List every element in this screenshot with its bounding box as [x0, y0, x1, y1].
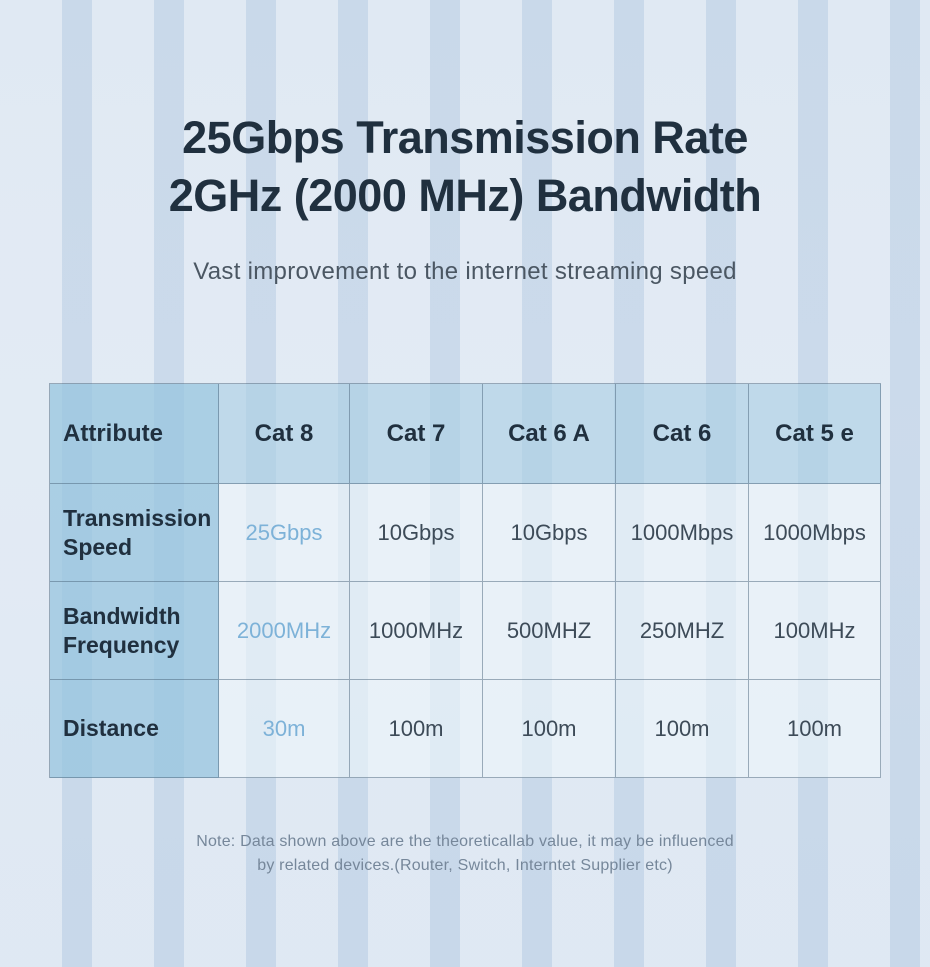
cell-transmission-speed-cat8: 25Gbps [219, 484, 350, 582]
column-header-cat5e: Cat 5 e [749, 384, 881, 484]
cell-distance-cat5e: 100m [749, 680, 881, 778]
row-label-distance: Distance [50, 680, 219, 778]
table-row-transmission-speed: Transmission Speed 25Gbps 10Gbps 10Gbps … [50, 484, 881, 582]
cell-transmission-speed-cat5e: 1000Mbps [749, 484, 881, 582]
cell-bandwidth-frequency-cat5e: 100MHz [749, 582, 881, 680]
cell-distance-cat8: 30m [219, 680, 350, 778]
page-title: 25Gbps Transmission Rate 2GHz (2000 MHz)… [0, 109, 930, 225]
page-title-line1: 25Gbps Transmission Rate [182, 112, 748, 163]
footnote: Note: Data shown above are the theoretic… [0, 830, 930, 878]
footnote-line1: Note: Data shown above are the theoretic… [196, 833, 734, 850]
table-row-bandwidth-frequency: Bandwidth Frequency 2000MHz 1000MHz 500M… [50, 582, 881, 680]
column-header-cat6: Cat 6 [616, 384, 749, 484]
cell-distance-cat6a: 100m [483, 680, 616, 778]
column-header-cat6a: Cat 6 A [483, 384, 616, 484]
page-title-line2: 2GHz (2000 MHz) Bandwidth [168, 170, 762, 221]
cell-bandwidth-frequency-cat6: 250MHZ [616, 582, 749, 680]
row-label-bandwidth-frequency: Bandwidth Frequency [50, 582, 219, 680]
cell-distance-cat7: 100m [350, 680, 483, 778]
cell-transmission-speed-cat7: 10Gbps [350, 484, 483, 582]
page-subtitle: Vast improvement to the internet streami… [193, 258, 737, 285]
table-row-distance: Distance 30m 100m 100m 100m 100m [50, 680, 881, 778]
column-header-attribute: Attribute [50, 384, 219, 484]
cell-transmission-speed-cat6a: 10Gbps [483, 484, 616, 582]
comparison-table: Attribute Cat 8 Cat 7 Cat 6 A Cat 6 Cat … [49, 383, 881, 778]
cell-bandwidth-frequency-cat7: 1000MHz [350, 582, 483, 680]
footnote-line2: by related devices.(Router, Switch, Inte… [257, 857, 673, 874]
cell-bandwidth-frequency-cat8: 2000MHz [219, 582, 350, 680]
table-header-row: Attribute Cat 8 Cat 7 Cat 6 A Cat 6 Cat … [50, 384, 881, 484]
row-label-transmission-speed: Transmission Speed [50, 484, 219, 582]
column-header-cat8: Cat 8 [219, 384, 350, 484]
cell-transmission-speed-cat6: 1000Mbps [616, 484, 749, 582]
cell-bandwidth-frequency-cat6a: 500MHZ [483, 582, 616, 680]
cell-distance-cat6: 100m [616, 680, 749, 778]
column-header-cat7: Cat 7 [350, 384, 483, 484]
